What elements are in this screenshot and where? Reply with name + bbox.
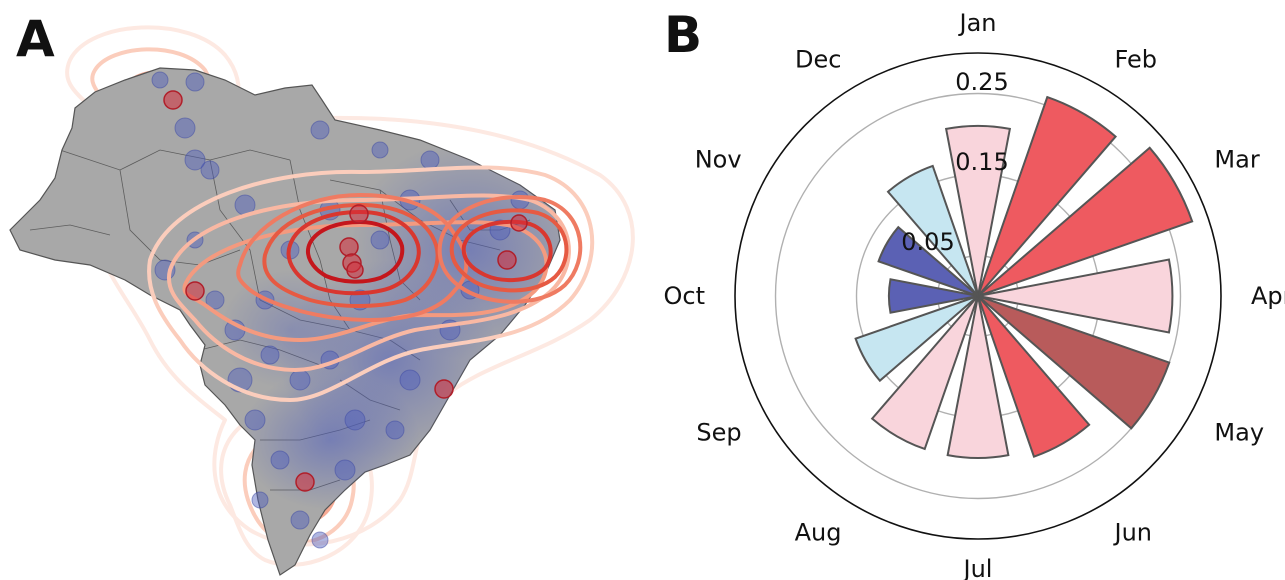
month-label-nov: Nov: [695, 146, 742, 174]
hotspot-points: [163, 90, 528, 492]
bar-aug: [870, 295, 979, 451]
bar-mar: [977, 146, 1194, 297]
map-panel: [9, 25, 635, 576]
month-label-jul: Jul: [962, 555, 993, 580]
polar-chart: 0.05 0.15 0.25 Jan Feb Mar Apr May Jun Jul Aug Sep O…: [664, 9, 1285, 580]
month-label-jun: Jun: [1113, 518, 1153, 546]
month-label-sep: Sep: [696, 419, 741, 447]
r-tick-label-1: 0.15: [955, 148, 1008, 176]
bar-jan: [944, 124, 1012, 297]
month-label-oct: Oct: [664, 282, 706, 310]
month-label-jan: Jan: [958, 9, 997, 37]
bar-feb: [977, 95, 1118, 297]
panel-b-label: B: [664, 6, 703, 64]
month-label-feb: Feb: [1115, 46, 1158, 74]
inner-contours: [147, 165, 595, 402]
bar-dec: [886, 164, 979, 297]
bar-apr: [977, 258, 1174, 334]
bar-may: [977, 295, 1171, 430]
land-mass: [9, 67, 561, 576]
polar-frame: [734, 52, 1222, 540]
r-tick-label-0: 0.05: [901, 228, 954, 256]
bar-nov: [877, 225, 979, 297]
bar-sep: [854, 295, 979, 383]
r-tick-label-2: 0.25: [955, 68, 1008, 96]
month-label-may: May: [1214, 419, 1264, 447]
bar-jul: [946, 295, 1010, 460]
month-label-apr: Apr: [1251, 282, 1285, 310]
month-label-dec: Dec: [795, 46, 841, 74]
bar-jun: [977, 295, 1091, 458]
month-label-aug: Aug: [795, 518, 842, 546]
grid-circle-2: [774, 92, 1182, 500]
bar-oct: [887, 278, 979, 314]
panel-a-label: A: [16, 10, 55, 68]
month-label-mar: Mar: [1214, 146, 1259, 174]
